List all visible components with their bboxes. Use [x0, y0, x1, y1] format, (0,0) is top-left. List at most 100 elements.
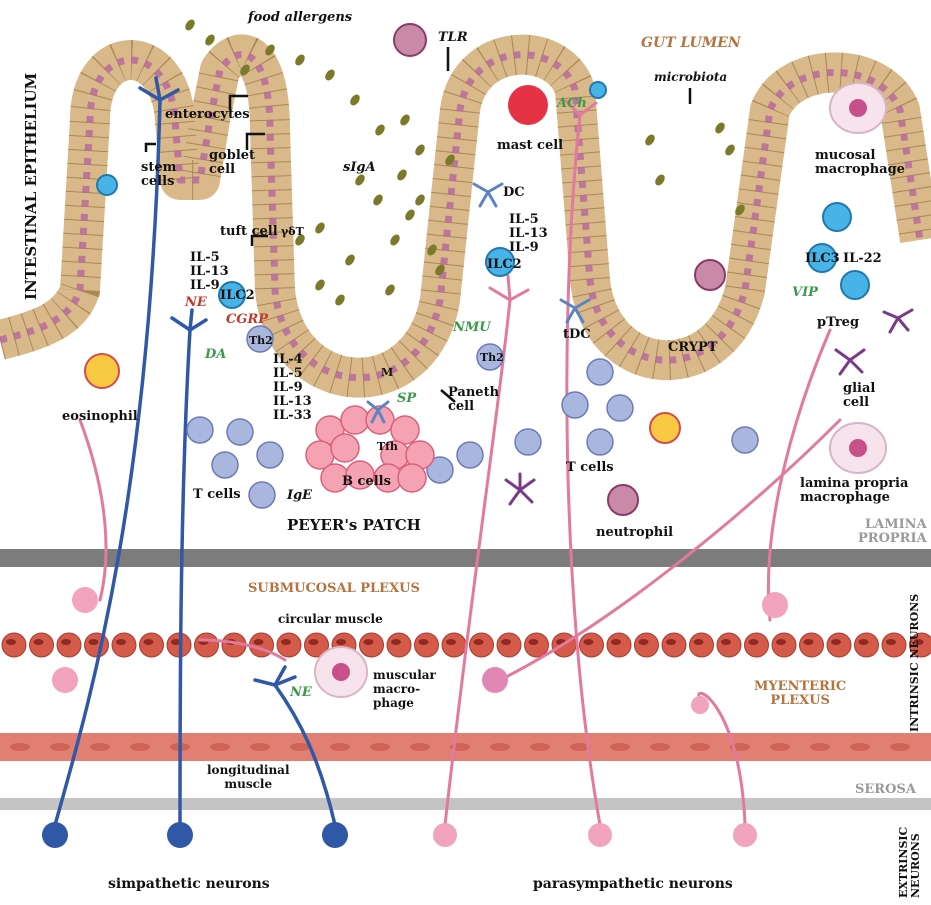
circular-muscle-cell — [579, 632, 604, 658]
allergen-particle — [295, 54, 305, 66]
allergen-particle — [335, 294, 345, 306]
allergen-particle — [185, 19, 195, 31]
allergen-particle — [415, 144, 425, 156]
muscle-nucleus — [583, 639, 594, 645]
muscle-nucleus — [446, 639, 456, 645]
allergen-particle — [375, 124, 385, 136]
circular-muscle-cell — [744, 632, 769, 658]
stem-cells-label: stem cells — [141, 160, 177, 189]
parasympathetic-neuron-2 — [588, 823, 612, 847]
muscle-nucleus — [831, 639, 841, 645]
muscle-nucleus — [913, 639, 924, 645]
allergen-particle — [400, 114, 410, 126]
eosinophil-label: eosinophil — [62, 409, 138, 424]
allergen-particle — [350, 94, 360, 106]
il-peyer-label: IL-4 IL-5 IL-9 IL-13 IL-33 — [273, 352, 312, 423]
sympathetic-neuron-1 — [42, 822, 68, 848]
ilc2-right-label: ILC2 — [487, 257, 522, 272]
glial-and-dendritic-cells — [504, 308, 914, 506]
myenteric-neuron-3 — [691, 696, 709, 714]
sympathetic-neuron-2 — [167, 822, 193, 848]
neutrophil-shape-2 — [694, 259, 726, 291]
circular-muscle-cell — [771, 632, 797, 658]
muscle-nucleus — [281, 639, 291, 645]
muscle-nucleus — [886, 639, 896, 645]
muscle-nucleus — [418, 639, 429, 645]
muscle-nucleus — [33, 639, 44, 645]
circular-muscle-cell — [139, 632, 164, 658]
peyers-patch-label: PEYER's PATCH — [287, 516, 421, 534]
il-ilc2-left-label: IL-5 IL-13 IL-9 — [190, 250, 229, 293]
circular-muscle-cell — [524, 632, 549, 658]
muscle-nucleus — [721, 639, 731, 645]
allergen-particle — [405, 209, 415, 221]
siga-label: sIgA — [343, 160, 376, 175]
submucosal-plexus-label: SUBMUCOSAL PLEXUS — [248, 581, 420, 596]
ach-label: ACh — [557, 96, 587, 111]
parasympathetic-nerve-fibres — [78, 99, 842, 827]
th2-left-label: Th2 — [249, 334, 273, 347]
muscle-nucleus — [528, 639, 539, 645]
lamina-propria-bar — [0, 549, 931, 567]
innate-lymphoid-cells — [96, 81, 870, 309]
muscle-nucleus — [858, 639, 869, 645]
mast-cell-label: mast cell — [497, 138, 564, 153]
submucosal-neuron-1 — [72, 587, 98, 613]
lumen-neutrophil — [393, 23, 427, 57]
allergen-particle — [735, 204, 745, 216]
muscle-nucleus — [776, 639, 786, 645]
ptreg-label: pTreg — [817, 315, 860, 330]
serosa-bar — [0, 798, 931, 810]
circular-muscle-cell — [716, 632, 742, 658]
circular-muscle-cell — [469, 632, 494, 658]
allergen-particle — [725, 144, 735, 156]
sp-label: SP — [397, 391, 417, 406]
circular-muscle-cell — [56, 632, 82, 658]
muscle-nucleus — [363, 639, 374, 645]
muscle-nucleus — [308, 639, 319, 645]
tlr-label: TLR — [438, 30, 468, 45]
tfh-label: Tfh — [377, 440, 398, 453]
allergen-particle — [715, 122, 725, 134]
intestinal-epithelium-layer — [0, 34, 931, 398]
enterocytes-label: enterocytes — [165, 107, 250, 122]
parasympathetic-neuron-1 — [433, 823, 457, 847]
muscle-nucleus — [638, 639, 649, 645]
allergen-particle — [325, 69, 335, 81]
allergen-particle — [315, 279, 325, 291]
circular-muscle-cell — [909, 632, 931, 658]
il-ilc2-right-label: IL-5 IL-13 IL-9 — [509, 212, 548, 255]
circular-muscle-label: circular muscle — [278, 612, 383, 626]
allergen-particle — [655, 174, 665, 186]
microbiota-label: microbiota — [654, 70, 728, 84]
muscle-nucleus — [6, 639, 16, 645]
intestinal-epithelium-label: INTESTINAL EPITHELIUM — [22, 72, 40, 300]
lamina-propria-macrophage-label: lamina propria macrophage — [800, 476, 909, 505]
allergen-particle — [373, 194, 383, 206]
neuron-bodies — [42, 587, 788, 848]
muscle-nucleus — [171, 639, 181, 645]
muscle-nucleus — [748, 639, 759, 645]
eosinophil-shape — [84, 353, 120, 389]
t-cells-left-label: T cells — [193, 487, 241, 502]
gamma-delta-t-label: γδT — [281, 225, 304, 238]
muscle-nucleus — [253, 639, 264, 645]
food-allergens-label: food allergens — [248, 10, 353, 25]
cgrp-label: CGRP — [226, 312, 269, 327]
circular-muscle-cell — [496, 632, 522, 658]
mucosal-macrophage-label: mucosal macrophage — [815, 148, 905, 177]
circular-muscle-cell — [606, 632, 632, 658]
allergen-particle — [415, 194, 425, 206]
allergen-particle — [205, 34, 215, 46]
ige-label: IgE — [287, 488, 313, 503]
parasympathetic-neuron-3 — [733, 823, 757, 847]
gut-lumen-label: GUT LUMEN — [641, 35, 741, 51]
tdc-label: tDC — [563, 327, 591, 342]
mast-cell-shape — [508, 85, 548, 125]
circular-muscle-cell — [84, 632, 109, 658]
allergen-particle — [315, 222, 325, 234]
circular-muscle-cell — [111, 632, 137, 658]
muscle-nucleus — [803, 639, 814, 645]
neutrophil-shape — [607, 484, 639, 516]
